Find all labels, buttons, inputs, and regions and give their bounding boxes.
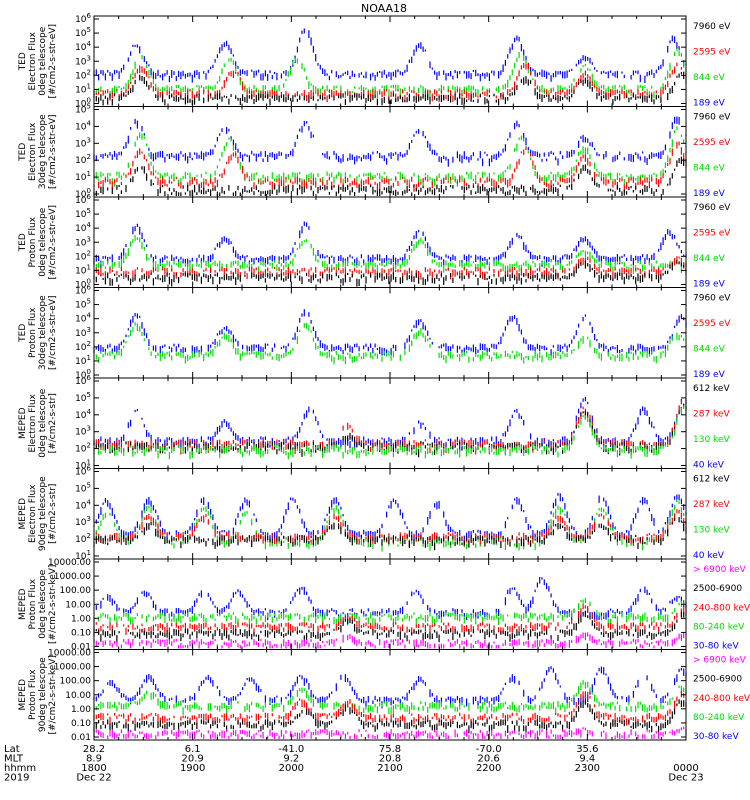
y-tick-label: 105 [75,391,91,404]
series-5-2 [93,399,687,455]
y-axis-label: TEDProton Flux30deg telescope[#/cm2-s-st… [18,295,58,370]
y-tick-label: 103 [75,235,91,248]
y-tick-label: 104 [75,312,91,325]
legend-entry: 7960 eV [693,113,731,123]
series-2-1 [93,116,687,167]
series-4-1 [93,309,687,356]
y-tick-label: 104 [75,40,91,53]
legend-entry: 844 eV [693,254,726,264]
legend-entry: 189 eV [693,280,726,290]
legend-entry: 2595 eV [693,229,731,239]
y-tick-label: 103 [75,54,91,67]
y-axis-label: TEDElectron Flux0deg telescope[#/cm2-s-s… [18,24,58,99]
legend-entry: 189 eV [693,370,726,380]
legend-entry: 844 eV [693,345,726,355]
panel-frame [93,287,687,379]
y-tick-label: 104 [75,221,91,234]
series-1-4 [93,71,685,106]
legend-entry: 844 eV [693,164,726,174]
y-tick-label: 102 [75,153,91,166]
y-tick-label: 105 [75,26,91,39]
y-tick-label: 101 [75,170,91,183]
y-tick-label: 104 [75,119,91,132]
y-tick-label: 101 [75,263,91,276]
y-axis-label: TEDElectron Flux30deg telescope[#/cm2-s-… [18,114,58,189]
y-tick-label: 102 [75,442,91,455]
legend-entry: 2595 eV [693,48,731,58]
y-tick-label: 102 [75,68,91,81]
series-3-4 [93,260,687,287]
series-5-4 [93,405,687,460]
y-tick-label: 101 [75,82,91,95]
series-1-1 [93,28,687,84]
legend-entry: 2595 eV [693,319,731,329]
series-6-3 [95,509,687,548]
legend-entry: 844 eV [693,73,726,83]
y-tick-label: 101 [75,354,91,367]
legend-entry: 40 keV [693,461,725,471]
legend-entry: 287 keV [693,410,730,420]
series-6-2 [93,499,687,552]
legend-entry: 189 eV [693,99,726,109]
legend-entry: 7960 eV [693,22,731,32]
y-tick-label: 103 [75,136,91,149]
series-4-2 [93,322,685,365]
legend-entry: 7960 eV [693,294,731,304]
legend-entry: 130 keV [693,435,730,445]
panel-frame [93,377,687,469]
series-3-1 [93,221,687,269]
y-tick-label: 105 [75,298,91,311]
y-tick-label: 106 [75,12,91,25]
series-3-2 [93,235,687,274]
y-tick-label: 105 [75,207,91,220]
legend-entry: 612 keV [693,384,730,394]
legend-entry: 2595 eV [693,138,731,148]
y-tick-label: 103 [75,425,91,438]
y-axis-label: MEPEDElectron Flux0deg telescope[#/cm2-s… [18,388,58,458]
y-axis-label: TEDProton Flux0deg telescope[#/cm2-s-str… [18,205,58,280]
y-tick-label: 102 [75,340,91,353]
legend-entry: 189 eV [693,189,726,199]
legend-entry: 7960 eV [693,203,731,213]
series-2-4 [93,156,687,196]
y-tick-label: 102 [75,249,91,262]
y-tick-label: 104 [75,408,91,421]
figure-title: NOAA18 [361,2,407,15]
y-tick-label: 103 [75,326,91,339]
